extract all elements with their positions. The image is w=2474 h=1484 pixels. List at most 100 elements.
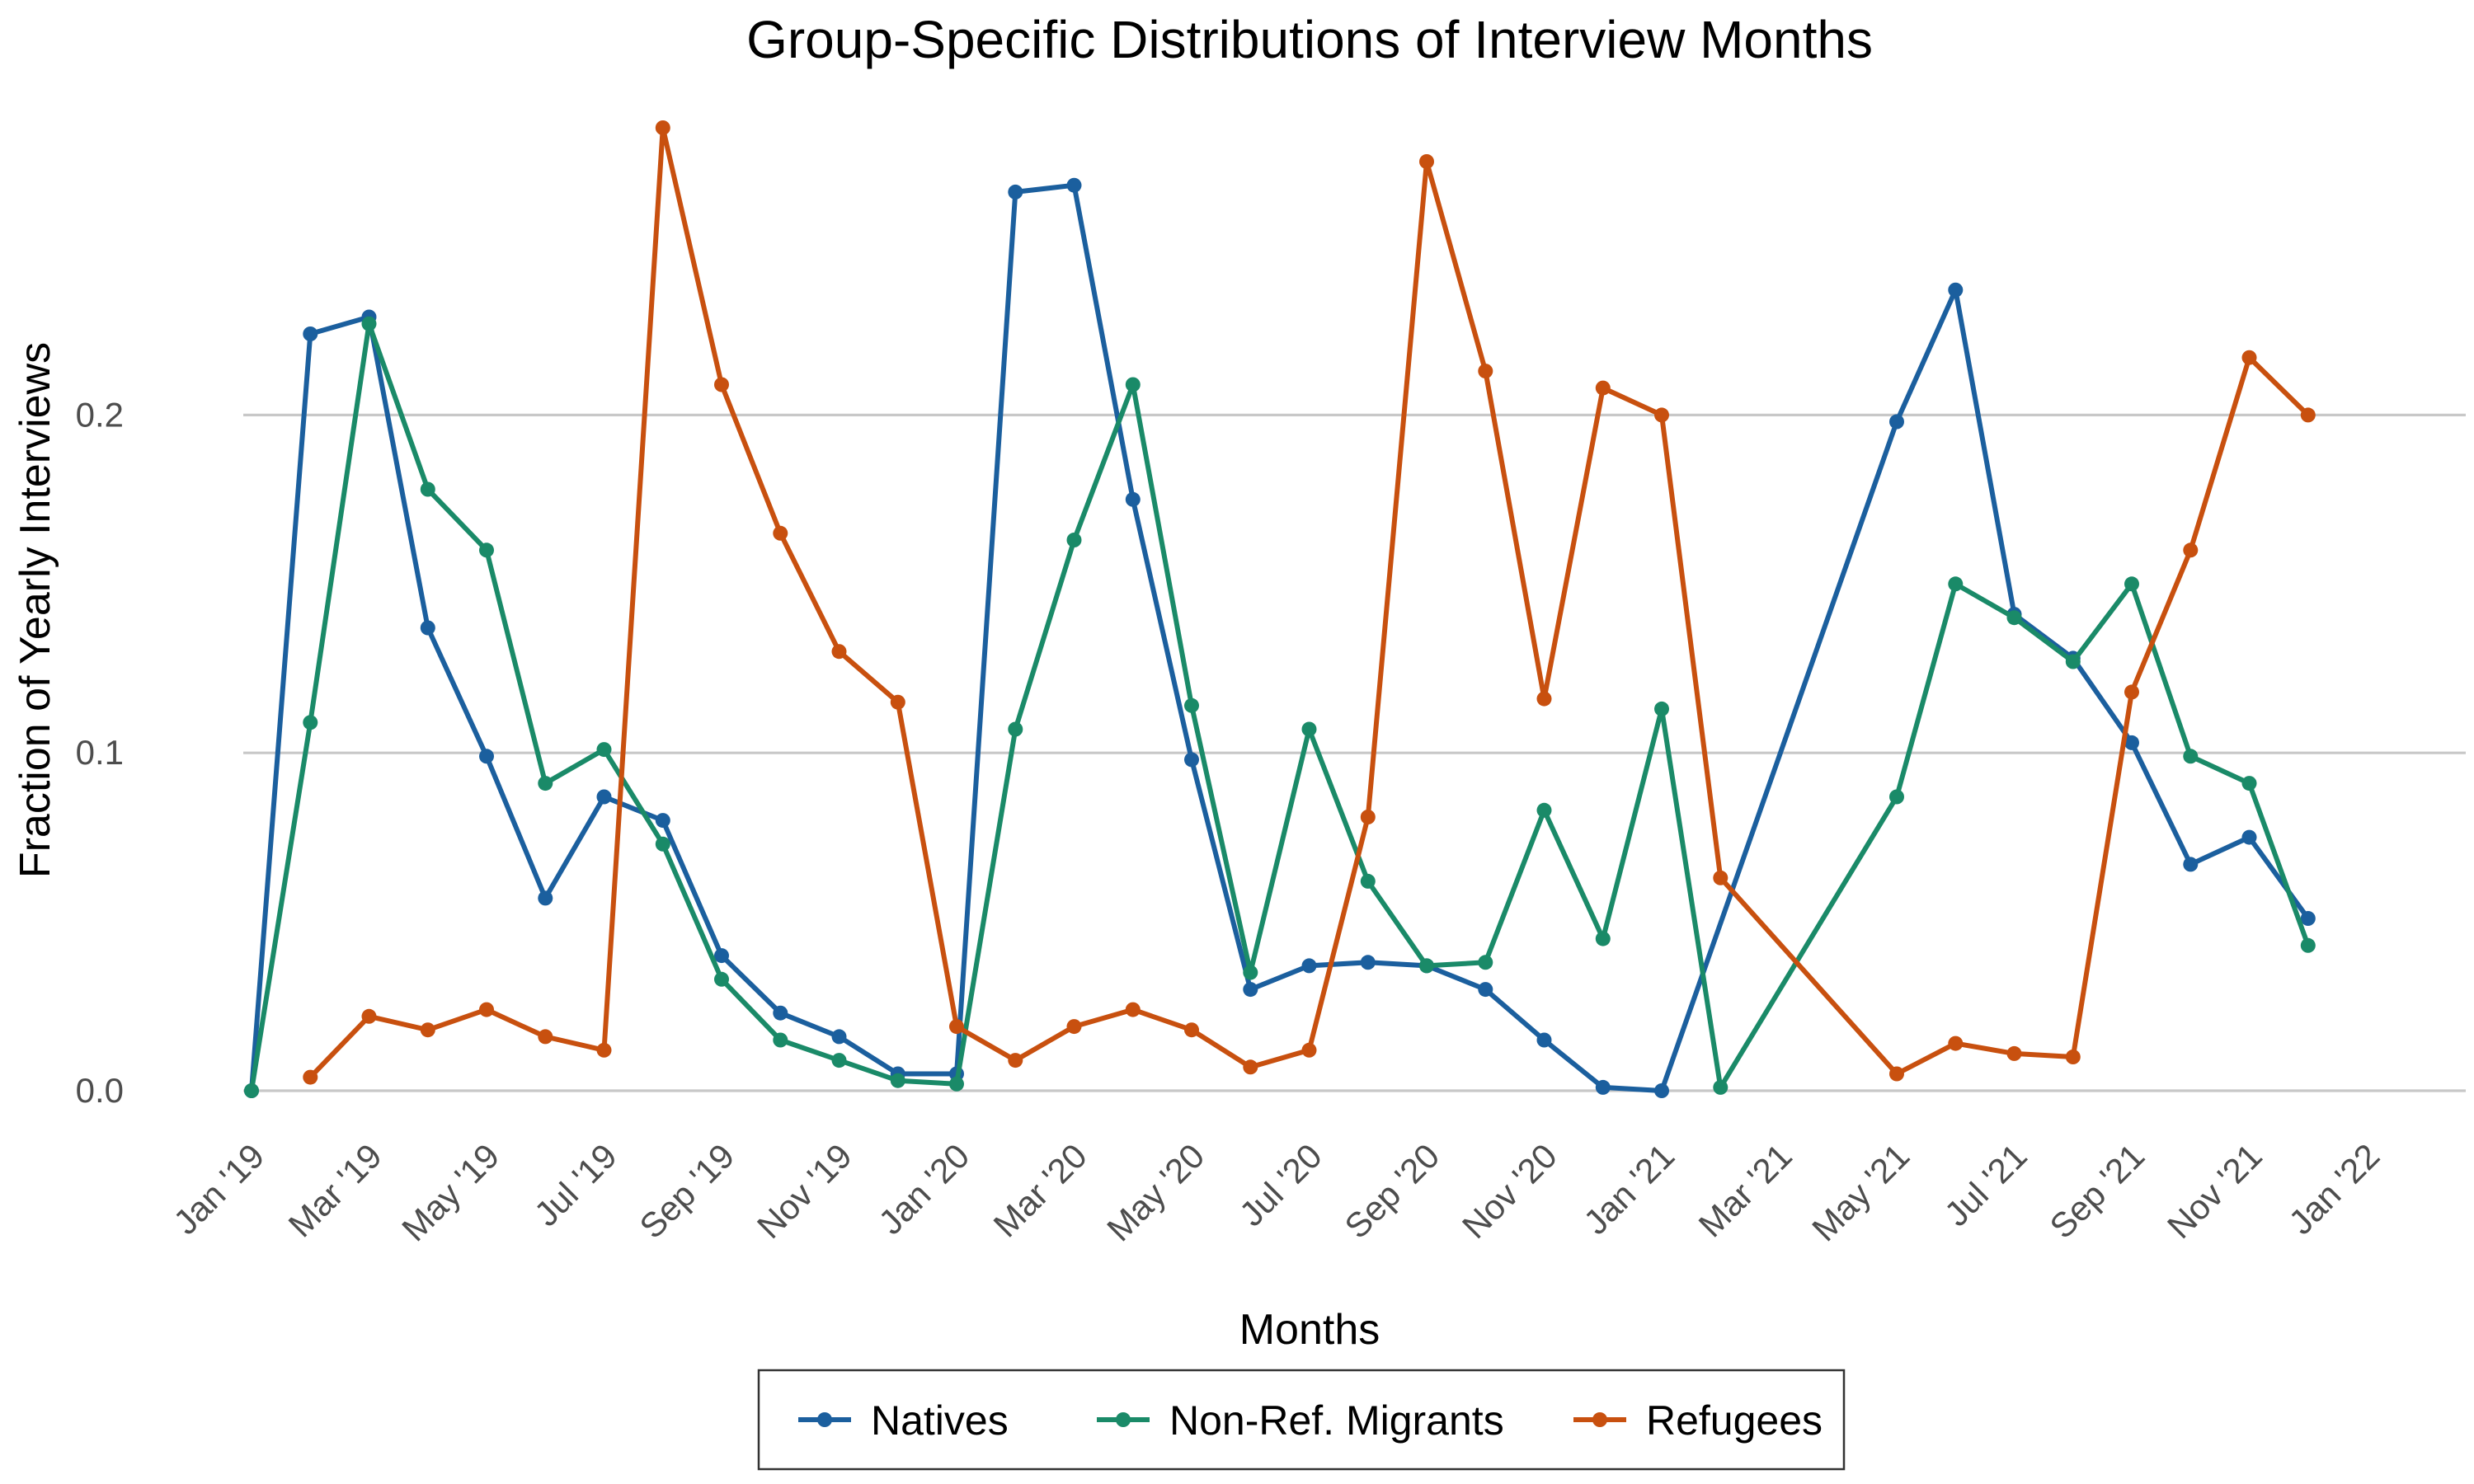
data-point	[655, 120, 670, 135]
x-axis-title: Months	[1239, 1306, 1380, 1354]
x-tick-label: Mar '20	[986, 1136, 1094, 1244]
x-tick-label: Mar '21	[1691, 1136, 1799, 1244]
series-layer	[244, 120, 2316, 1098]
data-point	[2065, 654, 2081, 669]
y-tick-label: 0.1	[76, 733, 124, 772]
data-point	[1948, 282, 1964, 298]
x-tick-label: Jan '22	[2281, 1136, 2387, 1242]
data-point	[1419, 154, 1434, 169]
data-point	[1125, 377, 1141, 392]
series-line	[308, 125, 2311, 1080]
x-tick-label: May '20	[1099, 1136, 1211, 1248]
data-point	[1654, 407, 1669, 423]
legend-label: Refugees	[1646, 1397, 1823, 1444]
y-axis-ticks: 0.0 0.1 0.2	[76, 395, 124, 1110]
data-point	[1301, 1042, 1317, 1058]
data-point	[1713, 1079, 1729, 1095]
data-point	[1243, 965, 1258, 980]
y-axis-title: Fraction of Yearly Interviews	[12, 342, 59, 878]
data-point	[1301, 721, 1317, 737]
data-point	[361, 316, 377, 331]
data-point	[655, 836, 670, 852]
data-point	[1066, 177, 1082, 193]
data-point	[596, 789, 612, 805]
data-point	[890, 694, 905, 710]
data-point	[655, 813, 670, 829]
data-point	[2124, 684, 2139, 700]
y-tick-label: 0.0	[76, 1071, 124, 1110]
data-point	[1008, 1053, 1023, 1068]
data-point	[1948, 576, 1964, 592]
x-axis-ticks: Jan '19 Mar '19 May '19 Jul '19 Sep '19 Nov '…	[166, 1136, 2387, 1248]
data-point	[596, 742, 612, 758]
data-point	[1889, 789, 1904, 805]
data-point	[538, 1029, 553, 1045]
y-tick-label: 0.2	[76, 395, 124, 434]
data-point	[2124, 576, 2139, 592]
data-point	[1125, 1002, 1141, 1017]
data-point	[1595, 380, 1611, 396]
data-point	[1243, 1059, 1258, 1075]
legend-key-point	[1116, 1412, 1131, 1427]
series-line	[249, 182, 2311, 1093]
data-point	[2300, 911, 2316, 926]
legend-key-point	[1592, 1412, 1607, 1427]
data-point	[244, 1083, 259, 1098]
x-tick-label: Sep '20	[1337, 1136, 1446, 1246]
data-point	[1125, 491, 1141, 507]
legend-entry: Natives	[798, 1397, 1009, 1444]
data-point	[1008, 184, 1023, 200]
data-point	[2300, 937, 2316, 953]
data-point	[1184, 752, 1199, 768]
data-point	[1713, 870, 1729, 885]
data-point	[773, 1005, 788, 1021]
data-point	[1478, 955, 1493, 970]
x-tick-label: Nov '19	[750, 1136, 859, 1246]
data-point	[1654, 1083, 1669, 1098]
data-point	[2006, 610, 2022, 626]
data-point	[2183, 857, 2199, 872]
chart-title: Group-Specific Distributions of Intervie…	[746, 10, 1873, 69]
series-refugees	[303, 120, 2316, 1085]
series-non-ref-migrants	[244, 316, 2316, 1098]
data-point	[596, 1042, 612, 1058]
data-point	[2241, 776, 2257, 791]
data-point	[1536, 691, 1552, 707]
series-line	[249, 321, 2311, 1093]
data-point	[1301, 958, 1317, 974]
x-tick-label: Jan '19	[166, 1136, 271, 1242]
data-point	[2241, 350, 2257, 365]
x-tick-label: Mar '19	[281, 1136, 389, 1244]
data-point	[949, 1076, 964, 1092]
data-point	[479, 542, 494, 558]
data-point	[1360, 810, 1376, 824]
data-point	[714, 377, 729, 392]
legend-entry: Non-Ref. Migrants	[1097, 1397, 1504, 1444]
data-point	[1478, 364, 1493, 379]
data-point	[949, 1019, 964, 1035]
data-point	[1243, 982, 1258, 998]
legend-key-point	[817, 1412, 832, 1427]
data-point	[420, 1022, 435, 1038]
data-point	[2006, 1045, 2022, 1061]
data-point	[479, 749, 494, 764]
x-tick-label: Jan '20	[871, 1136, 976, 1242]
data-point	[538, 776, 553, 791]
data-point	[1066, 533, 1082, 547]
data-point	[714, 948, 729, 964]
data-point	[714, 971, 729, 987]
data-point	[479, 1002, 494, 1017]
x-tick-label: Sep '19	[632, 1136, 741, 1246]
data-point	[303, 326, 318, 341]
data-point	[2300, 407, 2316, 423]
data-point	[303, 715, 318, 730]
data-point	[1360, 873, 1376, 889]
data-point	[2183, 542, 2199, 558]
data-point	[303, 1069, 318, 1085]
data-point	[773, 1032, 788, 1048]
data-point	[420, 481, 435, 497]
data-point	[1008, 721, 1023, 737]
data-point	[890, 1073, 905, 1088]
